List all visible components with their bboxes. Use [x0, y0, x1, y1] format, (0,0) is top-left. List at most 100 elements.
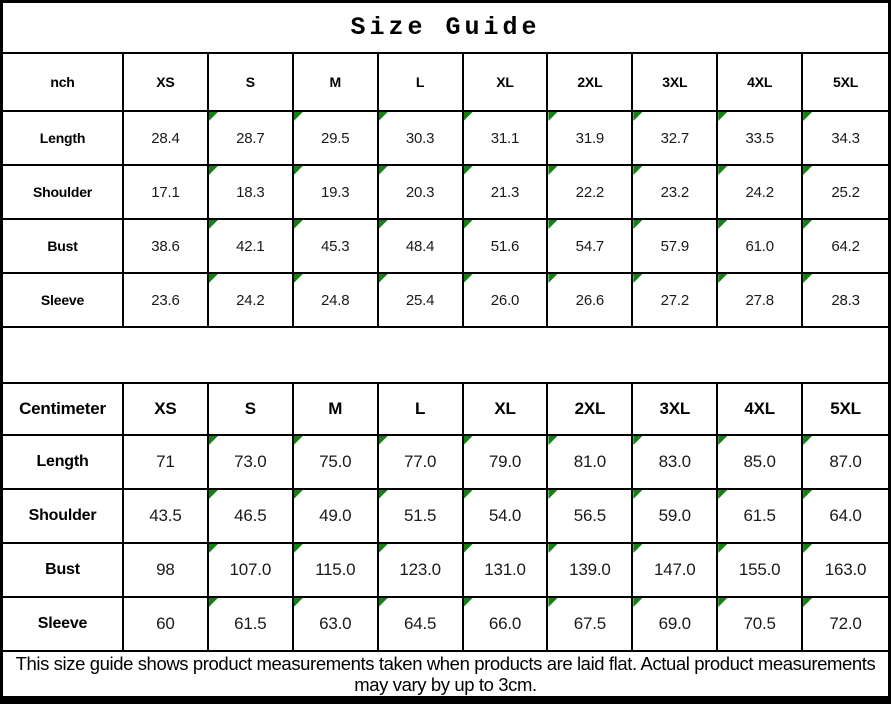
size-value-cell: 19.3 — [293, 166, 379, 220]
size-value-cell: 75.0 — [293, 436, 379, 490]
size-value-cell: 61.5 — [718, 490, 804, 544]
size-value-cell: 57.9 — [633, 220, 719, 274]
size-header-cell: 4XL — [718, 384, 804, 436]
spacer-row — [3, 328, 888, 384]
size-header-cell: XL — [463, 384, 549, 436]
table-row-shoulder: Shoulder 43.5 46.5 49.0 51.5 54.0 56.5 5… — [3, 490, 888, 544]
size-value-cell: 45.3 — [293, 220, 379, 274]
size-value-cell: 27.2 — [633, 274, 719, 328]
size-value-cell: 98 — [124, 544, 209, 598]
size-value-cell: 25.2 — [803, 166, 888, 220]
size-value-cell: 31.1 — [463, 112, 549, 166]
size-value-cell: 59.0 — [633, 490, 719, 544]
size-value-cell: 71 — [124, 436, 209, 490]
size-header-cell: 2XL — [548, 54, 634, 112]
size-value-cell: 54.0 — [463, 490, 549, 544]
size-value-cell: 27.8 — [718, 274, 804, 328]
size-value-cell: 63.0 — [293, 598, 379, 652]
size-value-cell: 61.0 — [718, 220, 804, 274]
page-title: Size Guide — [3, 3, 888, 54]
size-value-cell: 26.6 — [548, 274, 634, 328]
size-value-cell: 23.2 — [633, 166, 719, 220]
measurement-label: Shoulder — [3, 166, 124, 220]
table-row-sleeve: Sleeve 60 61.5 63.0 64.5 66.0 67.5 69.0 … — [3, 598, 888, 652]
size-value-cell: 30.3 — [378, 112, 464, 166]
size-value-cell: 22.2 — [548, 166, 634, 220]
unit-header-cell: Centimeter — [3, 384, 124, 436]
size-value-cell: 81.0 — [548, 436, 634, 490]
size-value-cell: 69.0 — [633, 598, 719, 652]
size-header-cell: 5XL — [803, 384, 888, 436]
size-value-cell: 31.9 — [548, 112, 634, 166]
size-value-cell: 32.7 — [633, 112, 719, 166]
centimeter-size-table: Centimeter XS S M L XL 2XL 3XL 4XL 5XL L… — [3, 384, 888, 652]
size-header-cell: XS — [124, 54, 209, 112]
size-value-cell: 38.6 — [124, 220, 209, 274]
table-header-row: Centimeter XS S M L XL 2XL 3XL 4XL 5XL — [3, 384, 888, 436]
size-value-cell: 28.7 — [208, 112, 294, 166]
table-row-shoulder: Shoulder 17.1 18.3 19.3 20.3 21.3 22.2 2… — [3, 166, 888, 220]
size-value-cell: 28.3 — [803, 274, 888, 328]
size-header-cell: M — [293, 54, 379, 112]
footer-note-line2: may vary by up to 3cm. — [354, 674, 537, 695]
table-row-bust: Bust 38.6 42.1 45.3 48.4 51.6 54.7 57.9 … — [3, 220, 888, 274]
size-value-cell: 49.0 — [293, 490, 379, 544]
footer-note: This size guide shows product measuremen… — [3, 652, 888, 696]
size-value-cell: 29.5 — [293, 112, 379, 166]
size-value-cell: 123.0 — [378, 544, 464, 598]
measurement-label: Sleeve — [3, 598, 124, 652]
table-row-sleeve: Sleeve 23.6 24.2 24.8 25.4 26.0 26.6 27.… — [3, 274, 888, 328]
measurement-label: Shoulder — [3, 490, 124, 544]
size-value-cell: 77.0 — [378, 436, 464, 490]
size-value-cell: 56.5 — [548, 490, 634, 544]
table-row-length: Length 71 73.0 75.0 77.0 79.0 81.0 83.0 … — [3, 436, 888, 490]
size-value-cell: 20.3 — [378, 166, 464, 220]
size-value-cell: 18.3 — [208, 166, 294, 220]
size-value-cell: 24.2 — [208, 274, 294, 328]
size-value-cell: 23.6 — [124, 274, 209, 328]
size-header-cell: M — [293, 384, 379, 436]
size-value-cell: 66.0 — [463, 598, 549, 652]
measurement-label: Sleeve — [3, 274, 124, 328]
size-value-cell: 83.0 — [633, 436, 719, 490]
measurement-label: Bust — [3, 544, 124, 598]
size-value-cell: 24.8 — [293, 274, 379, 328]
size-header-cell: XS — [124, 384, 209, 436]
size-value-cell: 21.3 — [463, 166, 549, 220]
size-value-cell: 51.5 — [378, 490, 464, 544]
size-header-cell: 5XL — [803, 54, 888, 112]
measurement-label: Length — [3, 112, 124, 166]
size-value-cell: 147.0 — [633, 544, 719, 598]
size-value-cell: 85.0 — [718, 436, 804, 490]
table-row-length: Length 28.4 28.7 29.5 30.3 31.1 31.9 32.… — [3, 112, 888, 166]
size-value-cell: 46.5 — [208, 490, 294, 544]
bottom-black-bar — [3, 696, 888, 701]
table-header-row: nch XS S M L XL 2XL 3XL 4XL 5XL — [3, 54, 888, 112]
inch-size-table: nch XS S M L XL 2XL 3XL 4XL 5XL Length 2… — [3, 54, 888, 328]
size-header-cell: 4XL — [718, 54, 804, 112]
size-header-cell: L — [378, 54, 464, 112]
size-value-cell: 60 — [124, 598, 209, 652]
measurement-label: Length — [3, 436, 124, 490]
size-value-cell: 139.0 — [548, 544, 634, 598]
size-value-cell: 48.4 — [378, 220, 464, 274]
size-value-cell: 73.0 — [208, 436, 294, 490]
size-value-cell: 54.7 — [548, 220, 634, 274]
size-header-cell: 2XL — [548, 384, 634, 436]
size-value-cell: 34.3 — [803, 112, 888, 166]
size-value-cell: 163.0 — [803, 544, 888, 598]
size-value-cell: 107.0 — [208, 544, 294, 598]
table-row-bust: Bust 98 107.0 115.0 123.0 131.0 139.0 14… — [3, 544, 888, 598]
measurement-label: Bust — [3, 220, 124, 274]
unit-header-cell: nch — [3, 54, 124, 112]
size-header-cell: S — [208, 54, 294, 112]
size-header-cell: 3XL — [633, 384, 719, 436]
size-value-cell: 87.0 — [803, 436, 888, 490]
size-value-cell: 64.5 — [378, 598, 464, 652]
size-header-cell: XL — [463, 54, 549, 112]
size-value-cell: 25.4 — [378, 274, 464, 328]
size-value-cell: 33.5 — [718, 112, 804, 166]
size-header-cell: L — [378, 384, 464, 436]
size-value-cell: 17.1 — [124, 166, 209, 220]
